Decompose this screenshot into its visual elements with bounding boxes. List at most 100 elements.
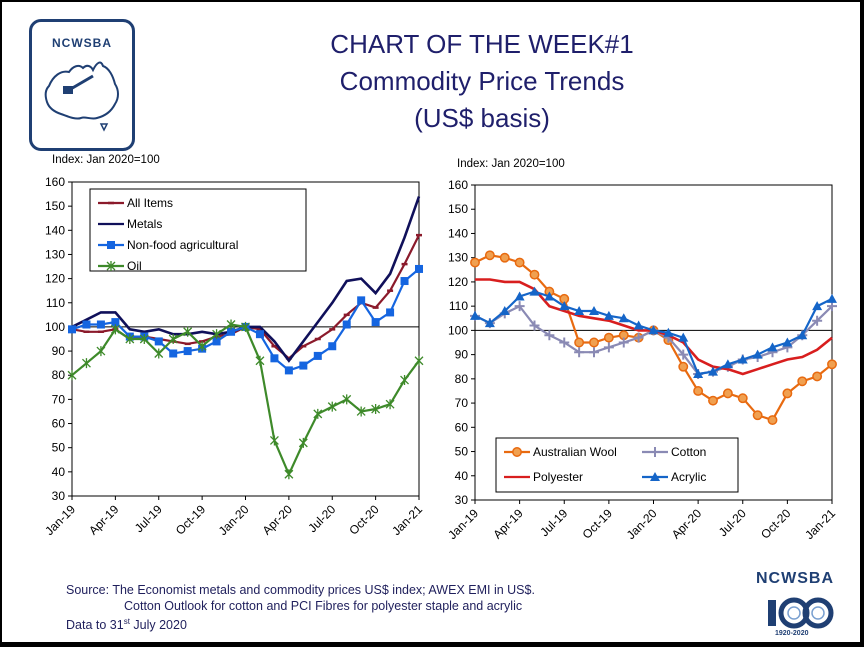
x-tick-label: Jul-19 [132, 502, 165, 535]
y-tick-label: 40 [455, 469, 469, 483]
data-point [663, 327, 674, 337]
legend-label: Cotton [671, 445, 706, 459]
data-point [484, 250, 495, 261]
australia-map-icon [44, 61, 119, 132]
y-tick-label: 100 [448, 323, 468, 337]
x-tick-label: Oct-19 [580, 506, 616, 542]
right-fibre-chart: 30 40 50 60 70 80 90 100 110 120 130 140 150 160 Jan-1… [445, 178, 838, 542]
data-point [767, 415, 778, 425]
legend-label: Metals [127, 217, 162, 231]
data-point [269, 435, 279, 446]
legend-marker [650, 472, 660, 481]
y-tick-label: 120 [448, 275, 468, 289]
data-point [111, 318, 120, 327]
data-point [797, 330, 808, 340]
y-tick-label: 50 [455, 445, 469, 459]
data-point [357, 296, 366, 305]
series-australian-wool [470, 250, 837, 425]
legend-label: Polyester [533, 470, 583, 484]
y-tick-label: 70 [455, 396, 469, 410]
source-line-2: Cotton Outlook for cotton and PCI Fibres… [124, 599, 523, 613]
data-point [708, 395, 718, 406]
data-point [544, 291, 555, 301]
data-point [633, 320, 644, 330]
data-point [342, 320, 351, 329]
data-point [737, 393, 748, 404]
legend-label: Oil [127, 259, 142, 273]
y-tick-label: 150 [448, 202, 468, 216]
legend: All Items Metals Non-food agricultural Oil [89, 188, 307, 273]
data-point [313, 408, 323, 419]
data-point [96, 320, 105, 329]
y-tick-label: 30 [455, 493, 469, 507]
data-point [385, 399, 395, 410]
y-tick-label: 60 [52, 417, 66, 431]
data-point [284, 469, 294, 480]
data-point [559, 301, 570, 311]
series-line [71, 323, 420, 478]
x-tick-label: Jan-20 [624, 506, 660, 542]
data-point [514, 257, 525, 268]
x-tick-label: Apr-19 [490, 506, 526, 542]
data-point [827, 293, 837, 303]
data-point [767, 342, 778, 352]
data-point [812, 371, 823, 382]
y-tick-label: 110 [46, 296, 65, 310]
data-point [752, 349, 763, 359]
data-point [722, 388, 733, 399]
ncwsba-logo: NCWSBA [29, 19, 135, 151]
x-tick-label: Oct-20 [758, 506, 794, 542]
brand-name: NCWSBA [756, 570, 834, 587]
series-line [474, 254, 833, 422]
data-point [618, 337, 629, 348]
data-point [603, 310, 614, 320]
data-point [110, 324, 120, 335]
right-index-label: Index: Jan 2020=100 [457, 158, 565, 170]
y-tick-label: 130 [45, 247, 65, 261]
x-tick-label: Jan-20 [216, 502, 252, 538]
data-point [514, 291, 525, 301]
series-oil [67, 319, 424, 480]
y-tick-label: 100 [45, 320, 65, 334]
data-point [484, 318, 495, 328]
legend-label: Acrylic [671, 470, 706, 484]
data-point [812, 301, 823, 311]
centenary-years: 1920-2020 [775, 630, 809, 637]
data-point [386, 308, 395, 317]
series-cotton [470, 301, 837, 379]
data-point [693, 386, 704, 396]
logo-text: NCWSBA [52, 36, 112, 50]
data-point [270, 354, 279, 363]
x-tick-label: Jul-20 [305, 502, 338, 535]
data-point [342, 394, 352, 405]
x-tick-label: Jan-19 [42, 502, 78, 538]
data-point [298, 437, 308, 448]
data-point [212, 329, 222, 340]
title-line-1: CHART OF THE WEEK#1 [330, 29, 634, 59]
title-line-3: (US$ basis) [414, 103, 550, 133]
y-tick-label: 160 [45, 175, 65, 189]
x-tick-label: Oct-19 [173, 502, 209, 538]
legend-marker [512, 447, 522, 457]
data-point [589, 306, 599, 315]
data-point [529, 320, 540, 331]
left-commodity-chart: 30 40 50 60 70 80 90 100 110 120 130 140 150 160 Jan-1… [42, 175, 425, 538]
y-tick-label: 80 [52, 368, 66, 382]
data-point [470, 257, 480, 268]
data-point [648, 325, 659, 335]
data-point [414, 355, 424, 366]
data-point [82, 320, 91, 329]
y-tick-label: 160 [448, 178, 468, 192]
data-point [574, 347, 585, 358]
data-point [371, 404, 381, 415]
y-tick-label: 90 [52, 344, 66, 358]
data-point [752, 410, 763, 421]
y-tick-label: 50 [52, 441, 66, 455]
data-point [125, 334, 135, 344]
legend-label: Australian Wool [533, 445, 617, 459]
x-tick-label: Jan-19 [445, 506, 481, 542]
data-point [67, 370, 77, 381]
data-point [299, 361, 308, 370]
legend-marker [106, 261, 116, 271]
data-point [400, 277, 409, 286]
